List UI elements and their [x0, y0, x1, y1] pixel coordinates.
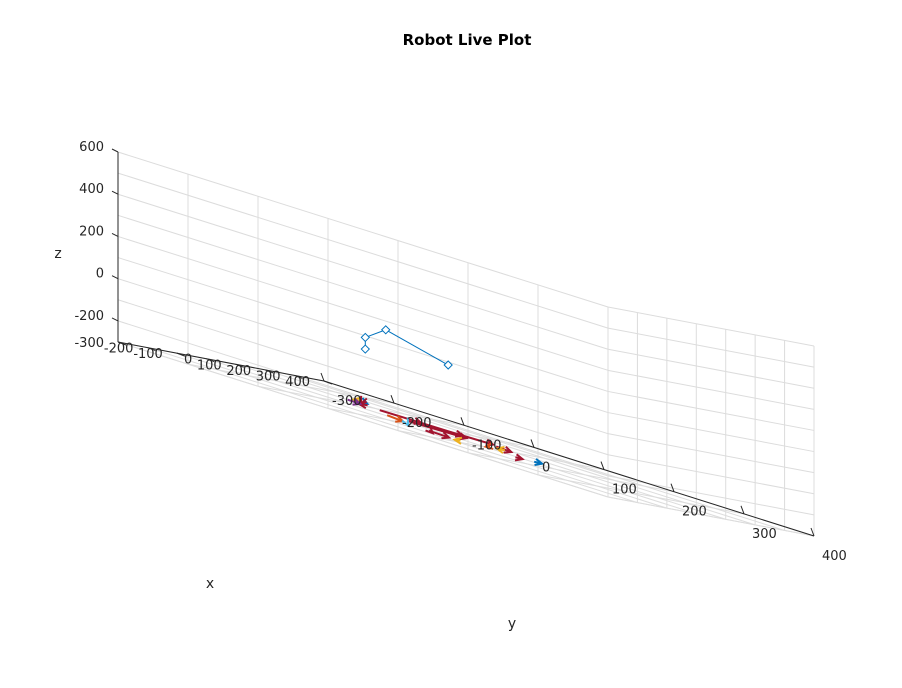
- x-axis-label: x: [206, 576, 214, 592]
- trajectory-arrow-head: [425, 425, 435, 435]
- y-tick-label: 200: [682, 505, 707, 520]
- z-axis-label: z: [54, 246, 61, 262]
- right-wall-grid-line: [607, 412, 815, 453]
- y-tick-mark: [390, 394, 395, 404]
- floor-grid-line: [206, 358, 697, 515]
- back-wall-grid-line: [117, 172, 609, 329]
- x-axis-line: [117, 341, 325, 382]
- floor-grid-line: [176, 352, 668, 509]
- trajectory-arrow-head: [534, 458, 545, 467]
- trajectory-arrow-shaft: [417, 420, 463, 437]
- z-tick-mark: [111, 317, 119, 322]
- x-tick-label: 300: [256, 369, 281, 384]
- robot-arm-joint-marker: [381, 325, 391, 335]
- z-tick-label: 0: [96, 267, 104, 282]
- y-tick-mark: [810, 527, 815, 537]
- x-tick-mark: [176, 352, 186, 357]
- z-tick-mark: [111, 232, 119, 237]
- floor-grid-line: [467, 452, 675, 493]
- robot-arm-links: [364, 329, 449, 366]
- trajectory-arrow-head: [503, 445, 514, 454]
- x-tick-mark: [264, 369, 274, 374]
- back-wall-grid-line: [117, 278, 609, 435]
- floor-grid-line: [187, 363, 395, 404]
- back-wall-grid-line: [117, 235, 609, 392]
- y-tick-label: 400: [822, 549, 847, 564]
- y-tick-label: -200: [402, 416, 432, 431]
- x-tick-mark: [294, 374, 303, 379]
- right-wall-grid-line: [607, 390, 815, 431]
- y-tick-label: 300: [752, 527, 777, 542]
- x-tick-mark: [235, 363, 244, 368]
- y-tick-mark: [460, 417, 465, 426]
- x-tick-label: -300: [74, 336, 104, 351]
- right-wall-grid-line: [607, 327, 815, 368]
- z-tick-label: 200: [79, 224, 104, 239]
- trajectory-arrow-head: [494, 446, 505, 454]
- y-tick-label: -300: [332, 394, 362, 409]
- x-tick-label: 200: [226, 364, 251, 379]
- trajectory-arrow-shaft: [455, 432, 494, 446]
- x-tick-mark: [147, 347, 156, 352]
- trajectory-arrow-shaft: [386, 414, 404, 423]
- axes-layer: [117, 152, 815, 537]
- z-tick-mark: [111, 148, 119, 153]
- floor-grid-line: [294, 374, 785, 531]
- y-axis-label: y: [508, 616, 516, 632]
- trajectory-arrow-head: [452, 436, 463, 445]
- right-wall-grid-line: [607, 496, 815, 537]
- trajectory-arrow-head: [514, 453, 525, 462]
- y-tick-mark: [600, 461, 605, 470]
- back-wall-grid-line: [117, 193, 609, 350]
- robot-arm-joint-marker: [443, 360, 453, 370]
- y-tick-label: 0: [542, 460, 550, 475]
- y-axis-line: [323, 380, 815, 537]
- floor-grid-line: [537, 474, 745, 515]
- trajectory-arrow-head: [352, 397, 363, 406]
- trajectory-arrow-head: [401, 417, 410, 428]
- data-layer: [347, 325, 545, 467]
- trajectory-arrow-head: [483, 441, 494, 450]
- x-tick-label: 0: [184, 353, 192, 368]
- x-tick-label: -200: [104, 342, 134, 357]
- back-wall-grid-line: [117, 214, 609, 371]
- robot-arm-joint-marker: [360, 332, 371, 343]
- z-tick-label: -200: [74, 309, 104, 324]
- right-wall-grid-line: [607, 306, 815, 347]
- right-wall-grid-line: [607, 454, 815, 495]
- z-tick-label: 400: [79, 182, 104, 197]
- right-wall-grid-line: [607, 369, 815, 410]
- robot-arm-joint-marker: [360, 344, 371, 354]
- y-tick-label: 100: [612, 483, 637, 498]
- z-tick-mark: [111, 275, 119, 280]
- z-tick-label: 600: [79, 140, 104, 155]
- y-tick-label: -100: [472, 438, 502, 453]
- x-tick-mark: [323, 380, 333, 385]
- back-wall-grid-line: [117, 341, 609, 498]
- x-tick-label: 100: [197, 358, 222, 373]
- y-tick-mark: [670, 483, 675, 492]
- chart-title: Robot Live Plot: [403, 31, 532, 49]
- back-wall-grid-line: [117, 299, 609, 456]
- y-tick-mark: [320, 372, 325, 382]
- y-tick-mark: [740, 505, 745, 515]
- x-tick-mark: [206, 358, 215, 363]
- x-tick-label: 400: [285, 375, 310, 390]
- right-wall-grid-line: [607, 433, 815, 474]
- floor-grid-line: [264, 369, 756, 526]
- y-tick-mark: [530, 439, 535, 448]
- floor-grid-line: [147, 347, 638, 504]
- z-tick-mark: [111, 190, 119, 195]
- trajectory-arrow-shaft: [379, 409, 422, 424]
- tick-layer: -300 -200 -100 0 100 200 300 400-300-200-100010…: [74, 140, 846, 564]
- back-wall-grid-line: [117, 151, 609, 308]
- trajectory-arrow-shaft: [406, 419, 467, 440]
- x-tick-mark: [117, 341, 127, 346]
- trajectory-arrow-head: [441, 431, 452, 440]
- right-wall-grid-line: [607, 348, 815, 389]
- x-tick-label: -100: [133, 347, 163, 362]
- right-wall-grid-line: [607, 475, 815, 516]
- grid-layer: [117, 151, 815, 537]
